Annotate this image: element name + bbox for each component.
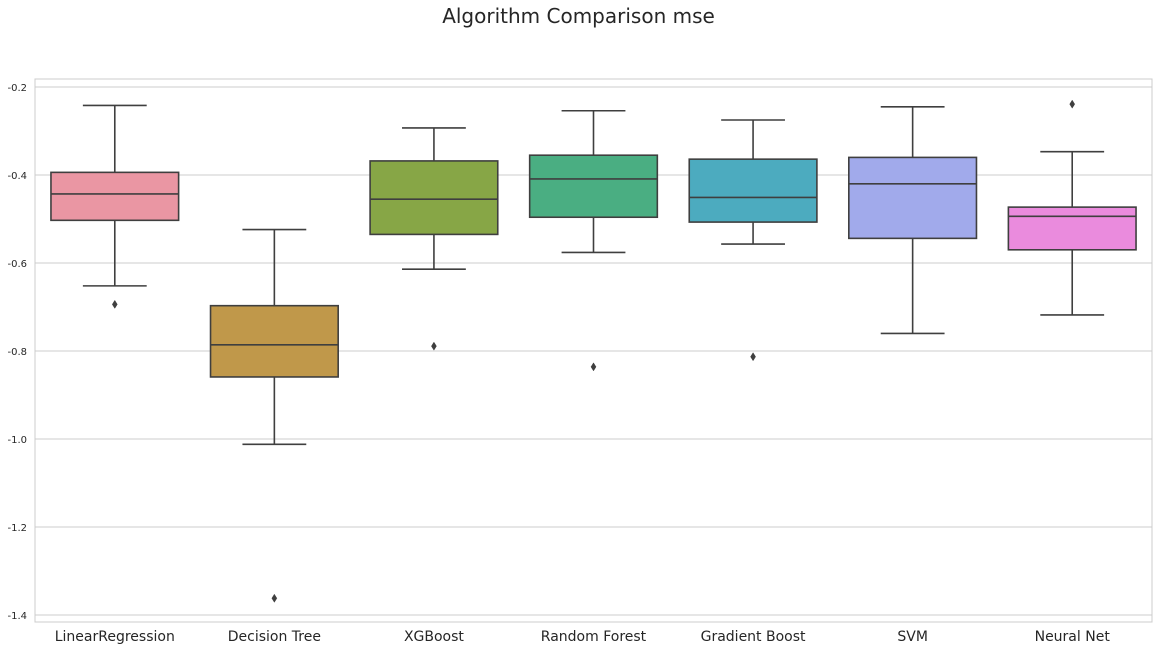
box-iqr <box>369 160 499 236</box>
y-tick-label: -1.2 <box>7 523 27 534</box>
box-iqr <box>1007 206 1137 251</box>
outlier-point <box>431 341 437 351</box>
outlier-point <box>1069 99 1076 109</box>
y-axis-ticks: -0.2 -0.4 -0.6 -0.8 -1.0 -1.2 -1.4 <box>7 83 27 622</box>
x-tick-label: LinearRegression <box>55 629 175 645</box>
box-group <box>209 228 339 603</box>
box-iqr <box>848 156 978 240</box>
chart-title: Algorithm Comparison mse <box>442 4 715 28</box>
box-group <box>1007 99 1137 316</box>
y-tick-label: -0.6 <box>7 259 27 270</box>
box-iqr <box>688 158 818 223</box>
y-tick-label: -0.4 <box>7 171 27 182</box>
box-iqr <box>50 171 180 222</box>
outlier-point <box>111 299 118 309</box>
x-tick-label: SVM <box>897 629 928 645</box>
x-tick-label: XGBoost <box>404 629 464 645</box>
y-tick-label: -0.8 <box>7 347 27 358</box>
x-tick-label: Random Forest <box>541 629 647 645</box>
x-tick-label: Gradient Boost <box>701 629 806 645</box>
box-group <box>50 104 180 309</box>
x-axis-ticks: LinearRegression Decision Tree XGBoost Rand… <box>55 629 1111 645</box>
y-tick-label: -0.2 <box>7 83 27 94</box>
box-iqr <box>528 154 659 219</box>
box-group <box>528 109 659 372</box>
outlier-point <box>590 362 597 372</box>
box-iqr <box>209 304 339 378</box>
outlier-point <box>750 352 756 362</box>
box-layer <box>50 99 1137 603</box>
box-group <box>369 127 499 351</box>
x-tick-label: Decision Tree <box>228 629 321 645</box>
x-tick-label: Neural Net <box>1035 629 1111 645</box>
y-tick-label: -1.4 <box>7 611 27 622</box>
box-group <box>848 106 978 335</box>
y-tick-label: -1.0 <box>7 435 27 446</box>
plot-frame <box>34 78 1153 623</box>
outlier-point <box>271 593 278 603</box>
box-group <box>688 119 818 362</box>
